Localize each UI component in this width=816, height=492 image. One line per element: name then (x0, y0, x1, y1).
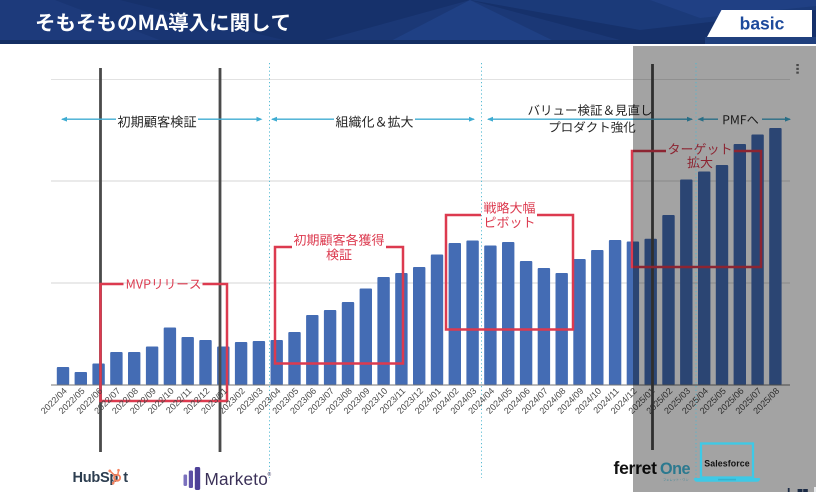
svg-text:HubSp: HubSp (73, 470, 119, 486)
svg-text:®: ® (268, 471, 272, 478)
svg-text:Salesforce: Salesforce (704, 459, 750, 469)
svg-text:One: One (660, 460, 690, 478)
svg-text:t: t (123, 470, 128, 486)
svg-text:ferret: ferret (614, 458, 658, 478)
svg-text:Marketo: Marketo (205, 469, 269, 489)
svg-text:basic: basic (740, 14, 785, 34)
